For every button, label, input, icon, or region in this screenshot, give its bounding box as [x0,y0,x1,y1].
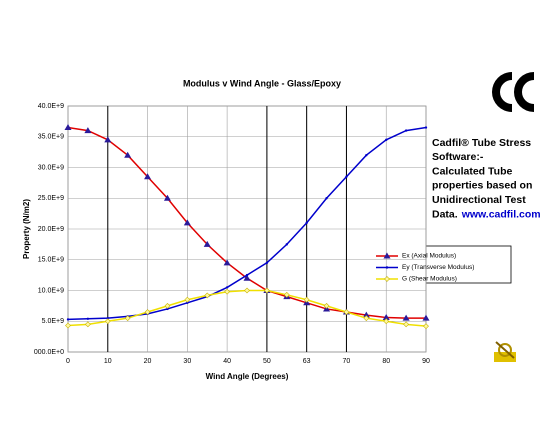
marker [265,261,269,265]
legend-marker [383,252,391,259]
marker [424,126,428,129]
x-tick-label: 63 [303,358,311,365]
legend-marker [384,276,390,282]
x-tick-label: 70 [343,358,351,365]
y-tick-label: 30.0E+9 [38,164,64,171]
marker [124,151,132,158]
marker [223,259,231,266]
marker [186,301,189,304]
marker [303,296,310,303]
marker [144,309,151,315]
marker [423,323,429,330]
marker [402,314,410,321]
marker [382,314,390,321]
marker [64,124,72,131]
marker [363,315,370,322]
y-axis-label: Property (N/m2) [22,199,31,259]
legend-marker [385,266,389,269]
note-text: Cadfil® Tube Stress [432,137,531,149]
marker [203,240,211,247]
marker [243,274,251,281]
marker [166,307,169,311]
marker [183,219,191,226]
marker [345,175,348,178]
legend-label: Ex (Axial Modulus) [402,253,456,260]
marker [283,291,290,298]
y-tick-label: 20.0E+9 [38,226,64,233]
marker [66,318,70,321]
marker [163,194,171,201]
marker [104,136,112,143]
marker [422,314,430,321]
marker [84,127,92,134]
x-tick-label: 30 [183,358,191,365]
link[interactable]: www.cadfil.com [461,208,541,220]
marker [325,197,328,200]
x-axis-label: Wind Angle (Degrees) [206,372,289,381]
y-tick-label: 35.0E+9 [38,134,64,141]
marker [124,315,131,322]
marker [385,138,388,142]
x-tick-label: 90 [422,358,430,365]
x-tick-label: 10 [104,358,112,365]
y-tick-label: 25.0E+9 [38,195,64,202]
marker [144,173,152,180]
note-text: Software:- [432,151,484,163]
note-text: Unidirectional Test [432,194,526,206]
chart-title: Modulus v Wind Angle - Glass/Epoxy [183,78,341,88]
x-tick-label: 0 [66,358,70,365]
marker [86,317,90,320]
marker [323,302,330,309]
marker [245,273,249,277]
legend-label: Ey (Transverse Modulus) [402,264,474,271]
marker [104,318,111,325]
icon [494,341,516,362]
marker [285,243,288,246]
x-tick-label: 80 [382,358,390,365]
y-tick-label: 15.0E+9 [38,257,64,264]
marker [263,287,270,294]
note-text: Calculated Tube [432,165,512,177]
note-text: Data. [432,208,458,220]
marker [305,221,308,225]
marker [343,309,350,315]
x-tick-label: 20 [144,358,152,365]
x-tick-label: 50 [263,358,271,365]
marker [106,316,109,320]
note-text: properties based on [432,180,532,192]
marker [365,154,368,157]
x-tick-label: 40 [223,358,231,365]
marker [184,296,191,303]
marker [244,287,250,294]
y-tick-label: 10.0E+9 [38,287,64,294]
marker [224,288,231,295]
y-tick-label: 40.0E+9 [38,103,64,110]
logo [486,69,536,115]
marker [84,321,91,328]
marker [225,286,229,289]
marker [164,302,171,309]
marker [362,311,370,318]
marker [204,292,211,299]
marker [383,318,390,325]
marker [404,129,408,132]
legend-label: G (Shear Modulus) [402,276,457,283]
marker [403,321,410,328]
y-tick-label: 000.0E+0 [34,349,64,356]
y-tick-label: 5.0E+9 [42,318,64,325]
marker [65,322,71,329]
